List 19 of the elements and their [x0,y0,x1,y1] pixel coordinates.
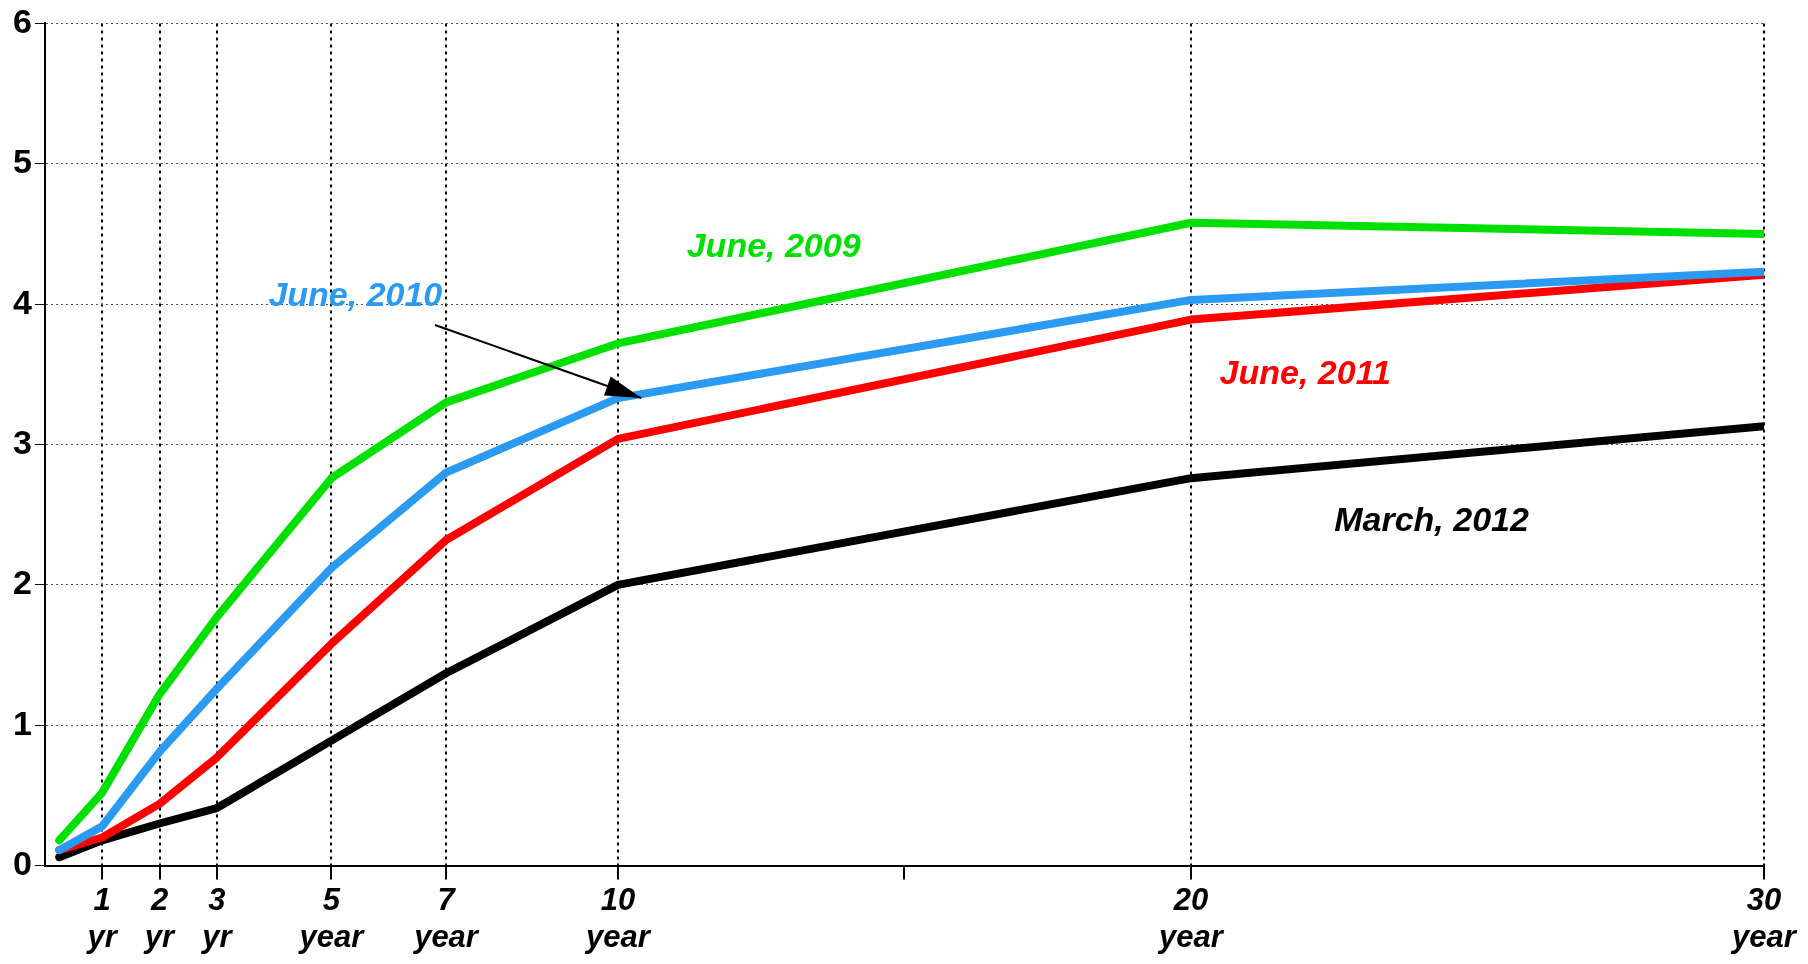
text: June, 2010 [268,275,443,314]
x-tick-label: 30 year [1730,881,1798,954]
series-label: June, 2011 [1219,352,1391,391]
y-tick-label: 5 [12,142,32,181]
x-tick-label: 2 yr [142,881,177,954]
series-label: June, 2009 [686,226,861,265]
y-tick-label: 4 [12,282,32,321]
x-tick-label: 10 year [584,881,652,954]
x-tick-label: 7 year [412,881,480,954]
x-tick-label: 5 year [297,881,366,954]
x-tick-label: 20 year [1157,881,1225,954]
x-tick-label: 3 yr [200,881,234,954]
y-tick-label: 3 [12,422,32,461]
series-label: March, 2012 [1334,500,1529,539]
y-tick-label: 1 [12,703,32,742]
x-tick-label: 1 yr [85,881,119,954]
y-tick-label: 0 [12,843,32,882]
y-tick-label: 2 [12,563,32,602]
y-tick-label: 6 [12,1,32,40]
